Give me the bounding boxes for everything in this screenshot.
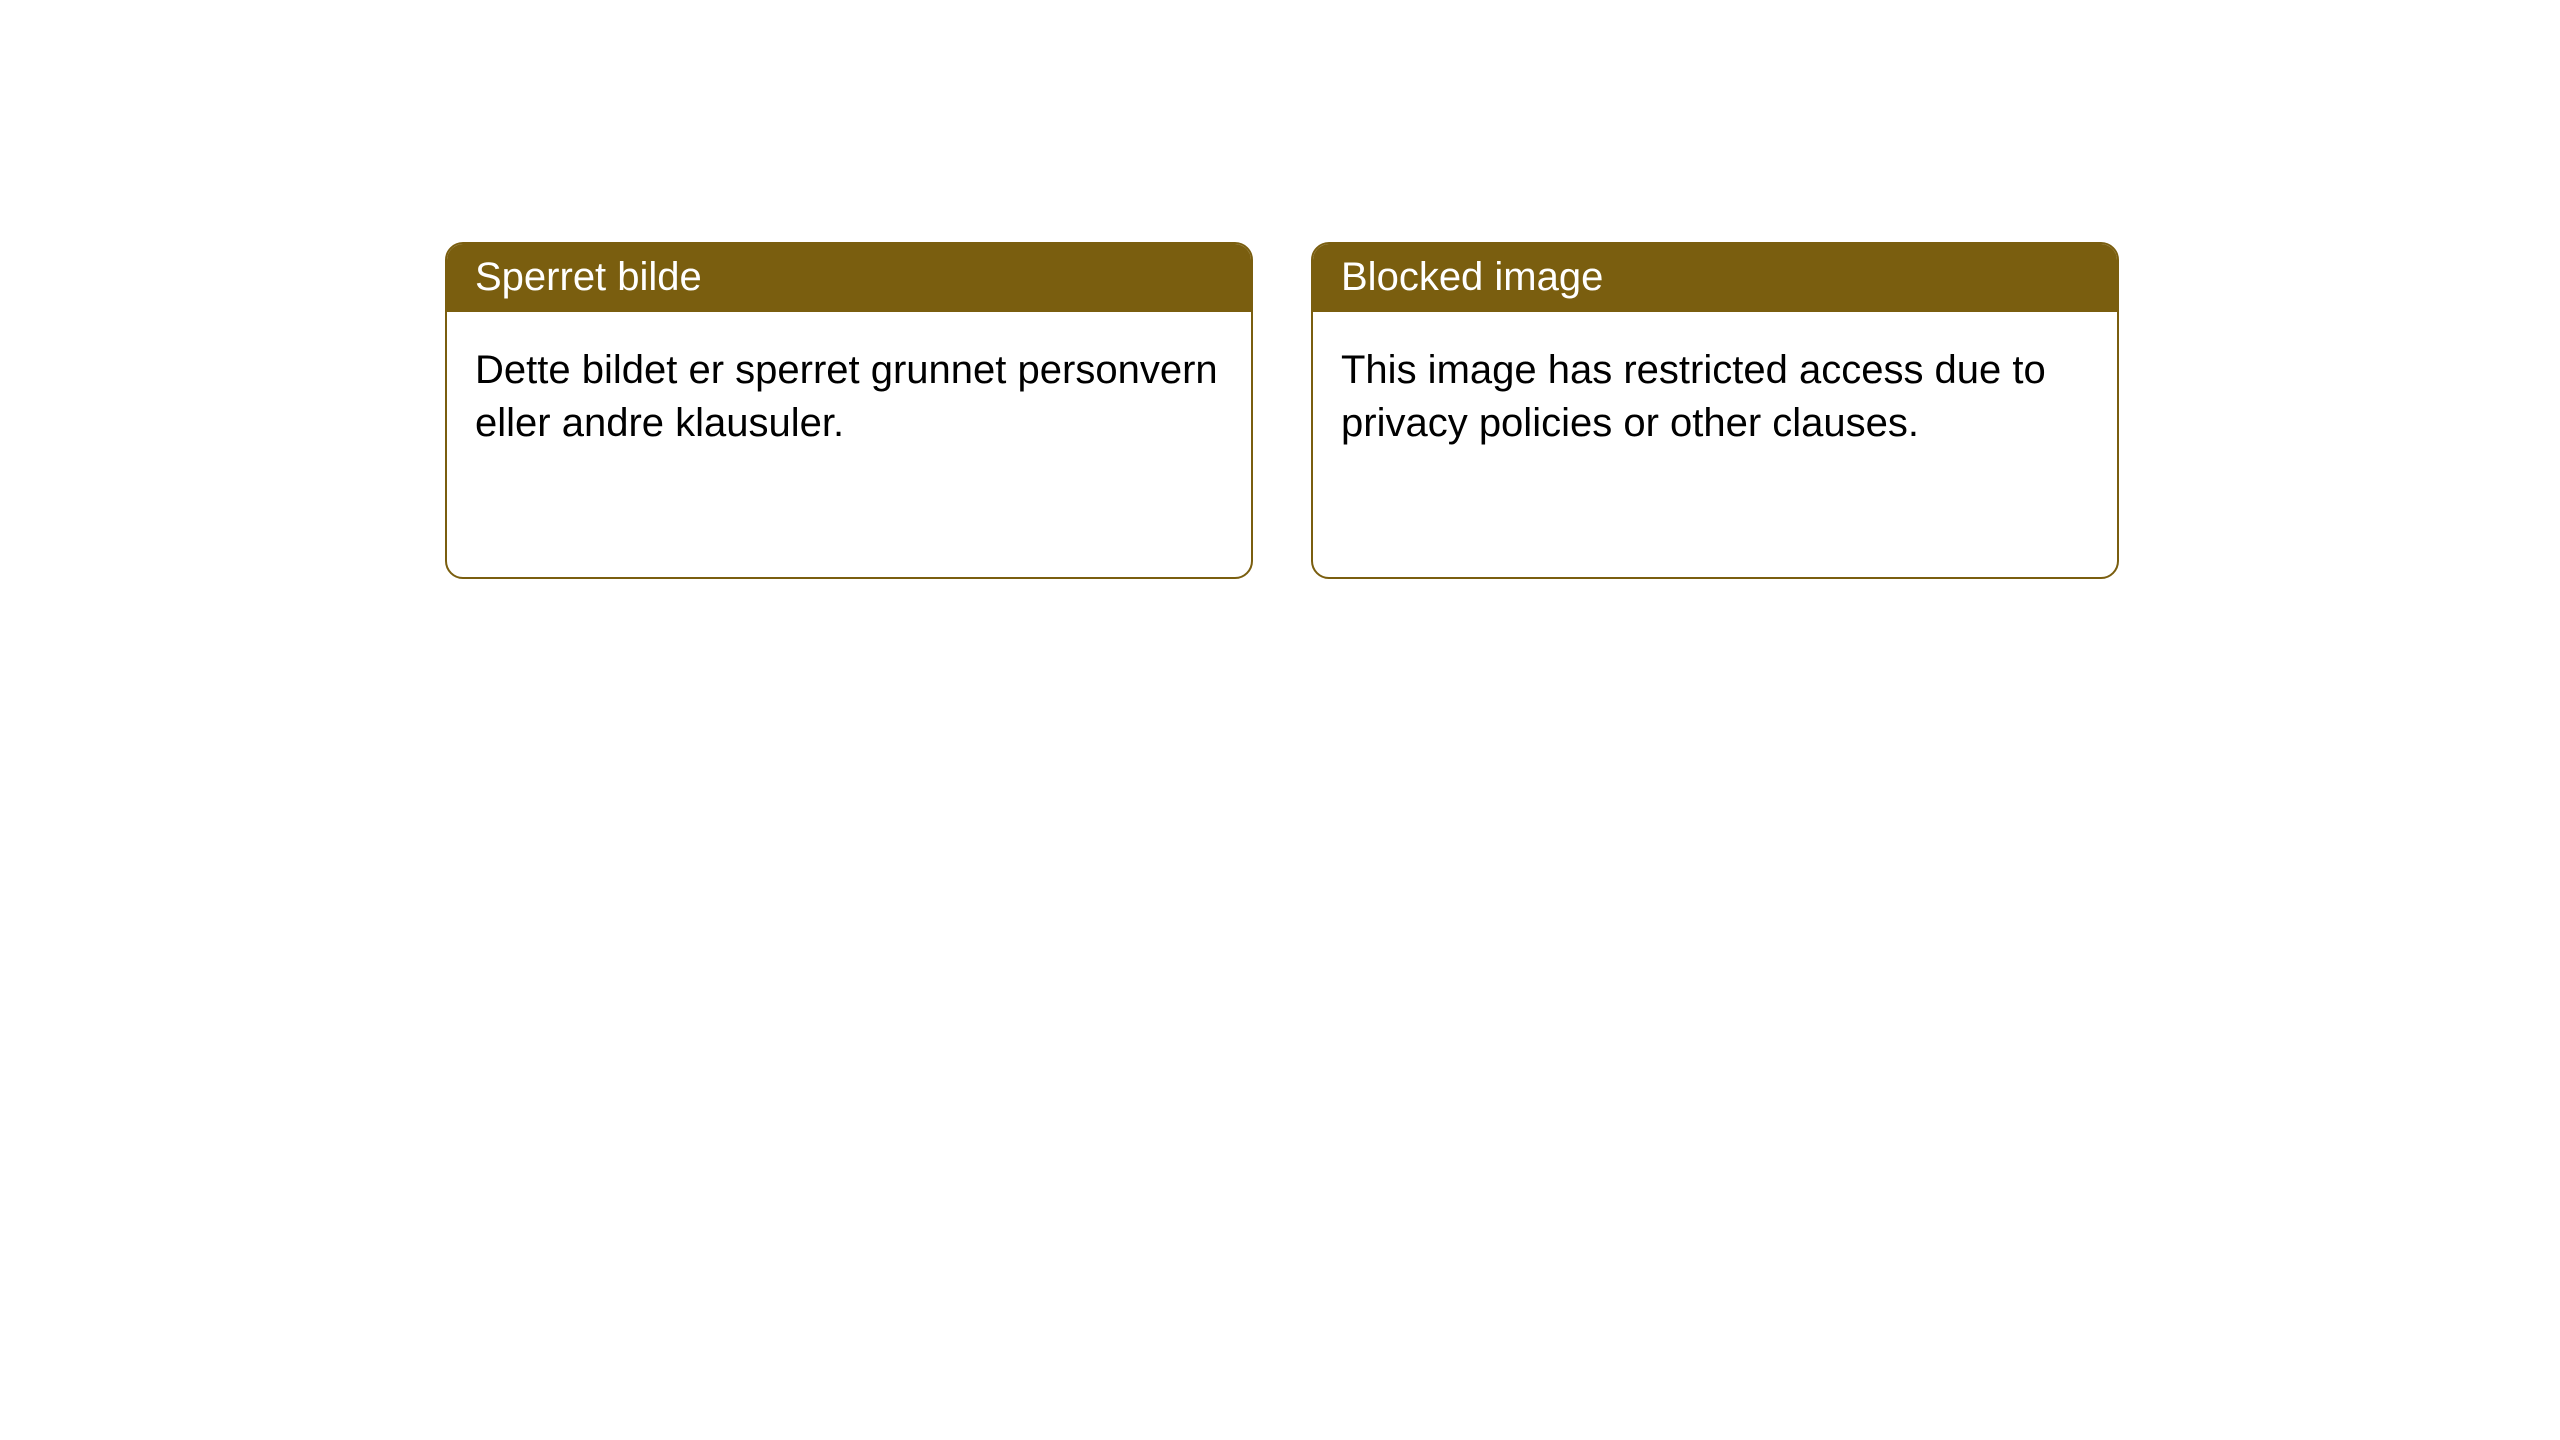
notice-card-norwegian: Sperret bilde Dette bildet er sperret gr… <box>445 242 1253 579</box>
notice-header-english: Blocked image <box>1313 244 2117 312</box>
notice-body-norwegian: Dette bildet er sperret grunnet personve… <box>447 312 1251 482</box>
notice-body-english: This image has restricted access due to … <box>1313 312 2117 482</box>
notice-card-english: Blocked image This image has restricted … <box>1311 242 2119 579</box>
notice-header-norwegian: Sperret bilde <box>447 244 1251 312</box>
notice-container: Sperret bilde Dette bildet er sperret gr… <box>445 242 2119 579</box>
